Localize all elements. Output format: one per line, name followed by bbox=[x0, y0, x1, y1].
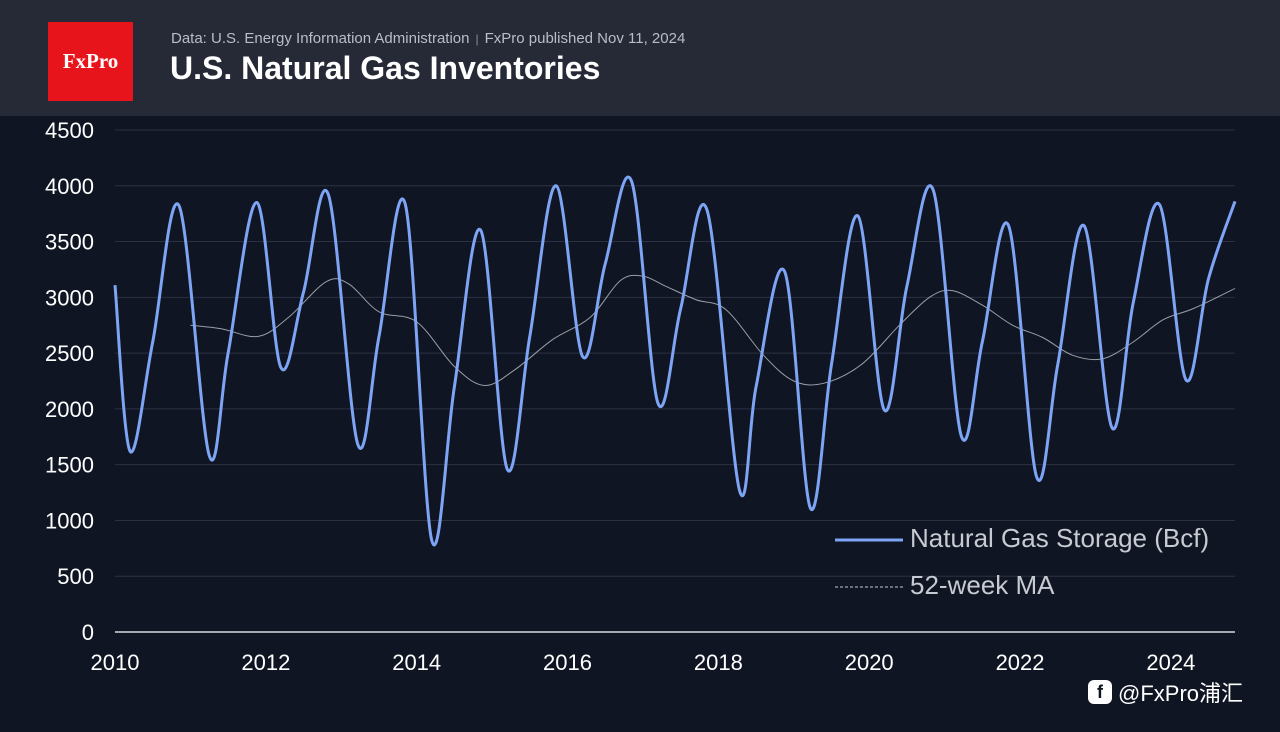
published-date: FxPro published Nov 11, 2024 bbox=[484, 30, 686, 47]
x-tick-label: 2016 bbox=[543, 650, 592, 675]
y-tick-label: 3000 bbox=[45, 285, 94, 310]
series-line-natural-gas-storage bbox=[113, 175, 1237, 547]
watermark: f @FxPro浦汇 bbox=[1088, 676, 1243, 708]
separator: | bbox=[475, 32, 479, 46]
x-tick-label: 2014 bbox=[392, 650, 441, 675]
x-tick-label: 2012 bbox=[241, 650, 290, 675]
x-tick-label: 2010 bbox=[91, 650, 140, 675]
y-tick-label: 1000 bbox=[45, 508, 94, 533]
y-tick-label: 0 bbox=[82, 620, 94, 645]
page-title: U.S. Natural Gas Inventories bbox=[170, 50, 601, 86]
y-tick-label: 500 bbox=[57, 564, 94, 589]
y-tick-label: 2500 bbox=[45, 341, 94, 366]
watermark-text: @FxPro浦汇 bbox=[1118, 681, 1244, 706]
data-source: Data: U.S. Energy Information Administra… bbox=[171, 30, 470, 47]
x-tick-label: 2020 bbox=[845, 650, 894, 675]
legend-label-ma: 52-week MA bbox=[910, 570, 1055, 600]
fxpro-social-icon: f bbox=[1088, 680, 1112, 704]
y-tick-label: 2000 bbox=[45, 397, 94, 422]
y-tick-label: 4500 bbox=[45, 118, 94, 143]
x-tick-label: 2018 bbox=[694, 650, 743, 675]
line-chart: 0 500 1000 1500 2000 2500 3000 3500 4000 4500 2010… bbox=[45, 118, 1237, 675]
x-tick-label: 2022 bbox=[996, 650, 1045, 675]
header-bar: FxPro Data: U.S. Energy Information Admi… bbox=[0, 0, 1280, 116]
y-tick-label: 3500 bbox=[45, 230, 94, 255]
series-line-52-week-ma bbox=[190, 274, 1236, 387]
x-tick-label: 2024 bbox=[1146, 650, 1195, 675]
y-tick-label: 4000 bbox=[45, 174, 94, 199]
y-tick-label: 1500 bbox=[45, 453, 94, 478]
legend-label-storage: Natural Gas Storage (Bcf) bbox=[910, 523, 1209, 553]
fxpro-logo: FxPro bbox=[48, 22, 133, 101]
source-line: Data: U.S. Energy Information Administra… bbox=[171, 30, 685, 47]
